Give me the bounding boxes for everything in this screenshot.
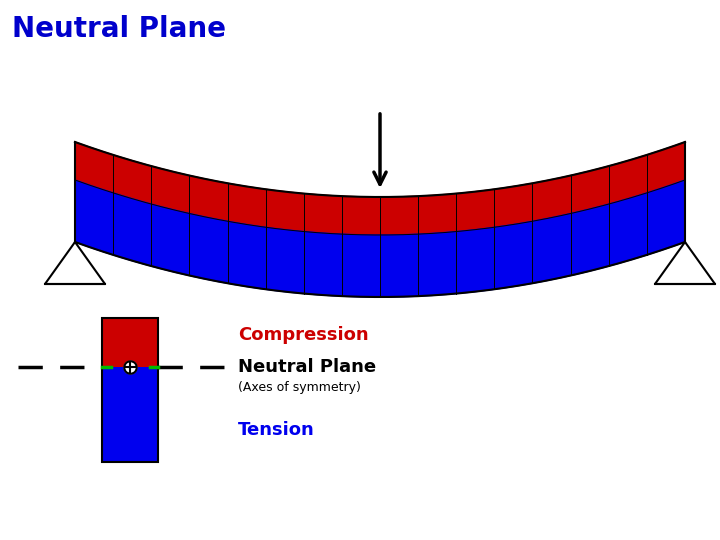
Text: Compression: Compression bbox=[238, 326, 369, 344]
Polygon shape bbox=[75, 142, 685, 235]
Text: (Axes of symmetry): (Axes of symmetry) bbox=[238, 381, 361, 394]
Bar bbox=[102, 318, 158, 462]
Bar bbox=[102, 318, 158, 367]
Text: Neutral Plane: Neutral Plane bbox=[12, 15, 226, 43]
Text: Tension: Tension bbox=[238, 421, 315, 439]
Polygon shape bbox=[75, 180, 685, 297]
Bar bbox=[102, 367, 158, 462]
Text: Neutral Plane: Neutral Plane bbox=[238, 358, 376, 376]
